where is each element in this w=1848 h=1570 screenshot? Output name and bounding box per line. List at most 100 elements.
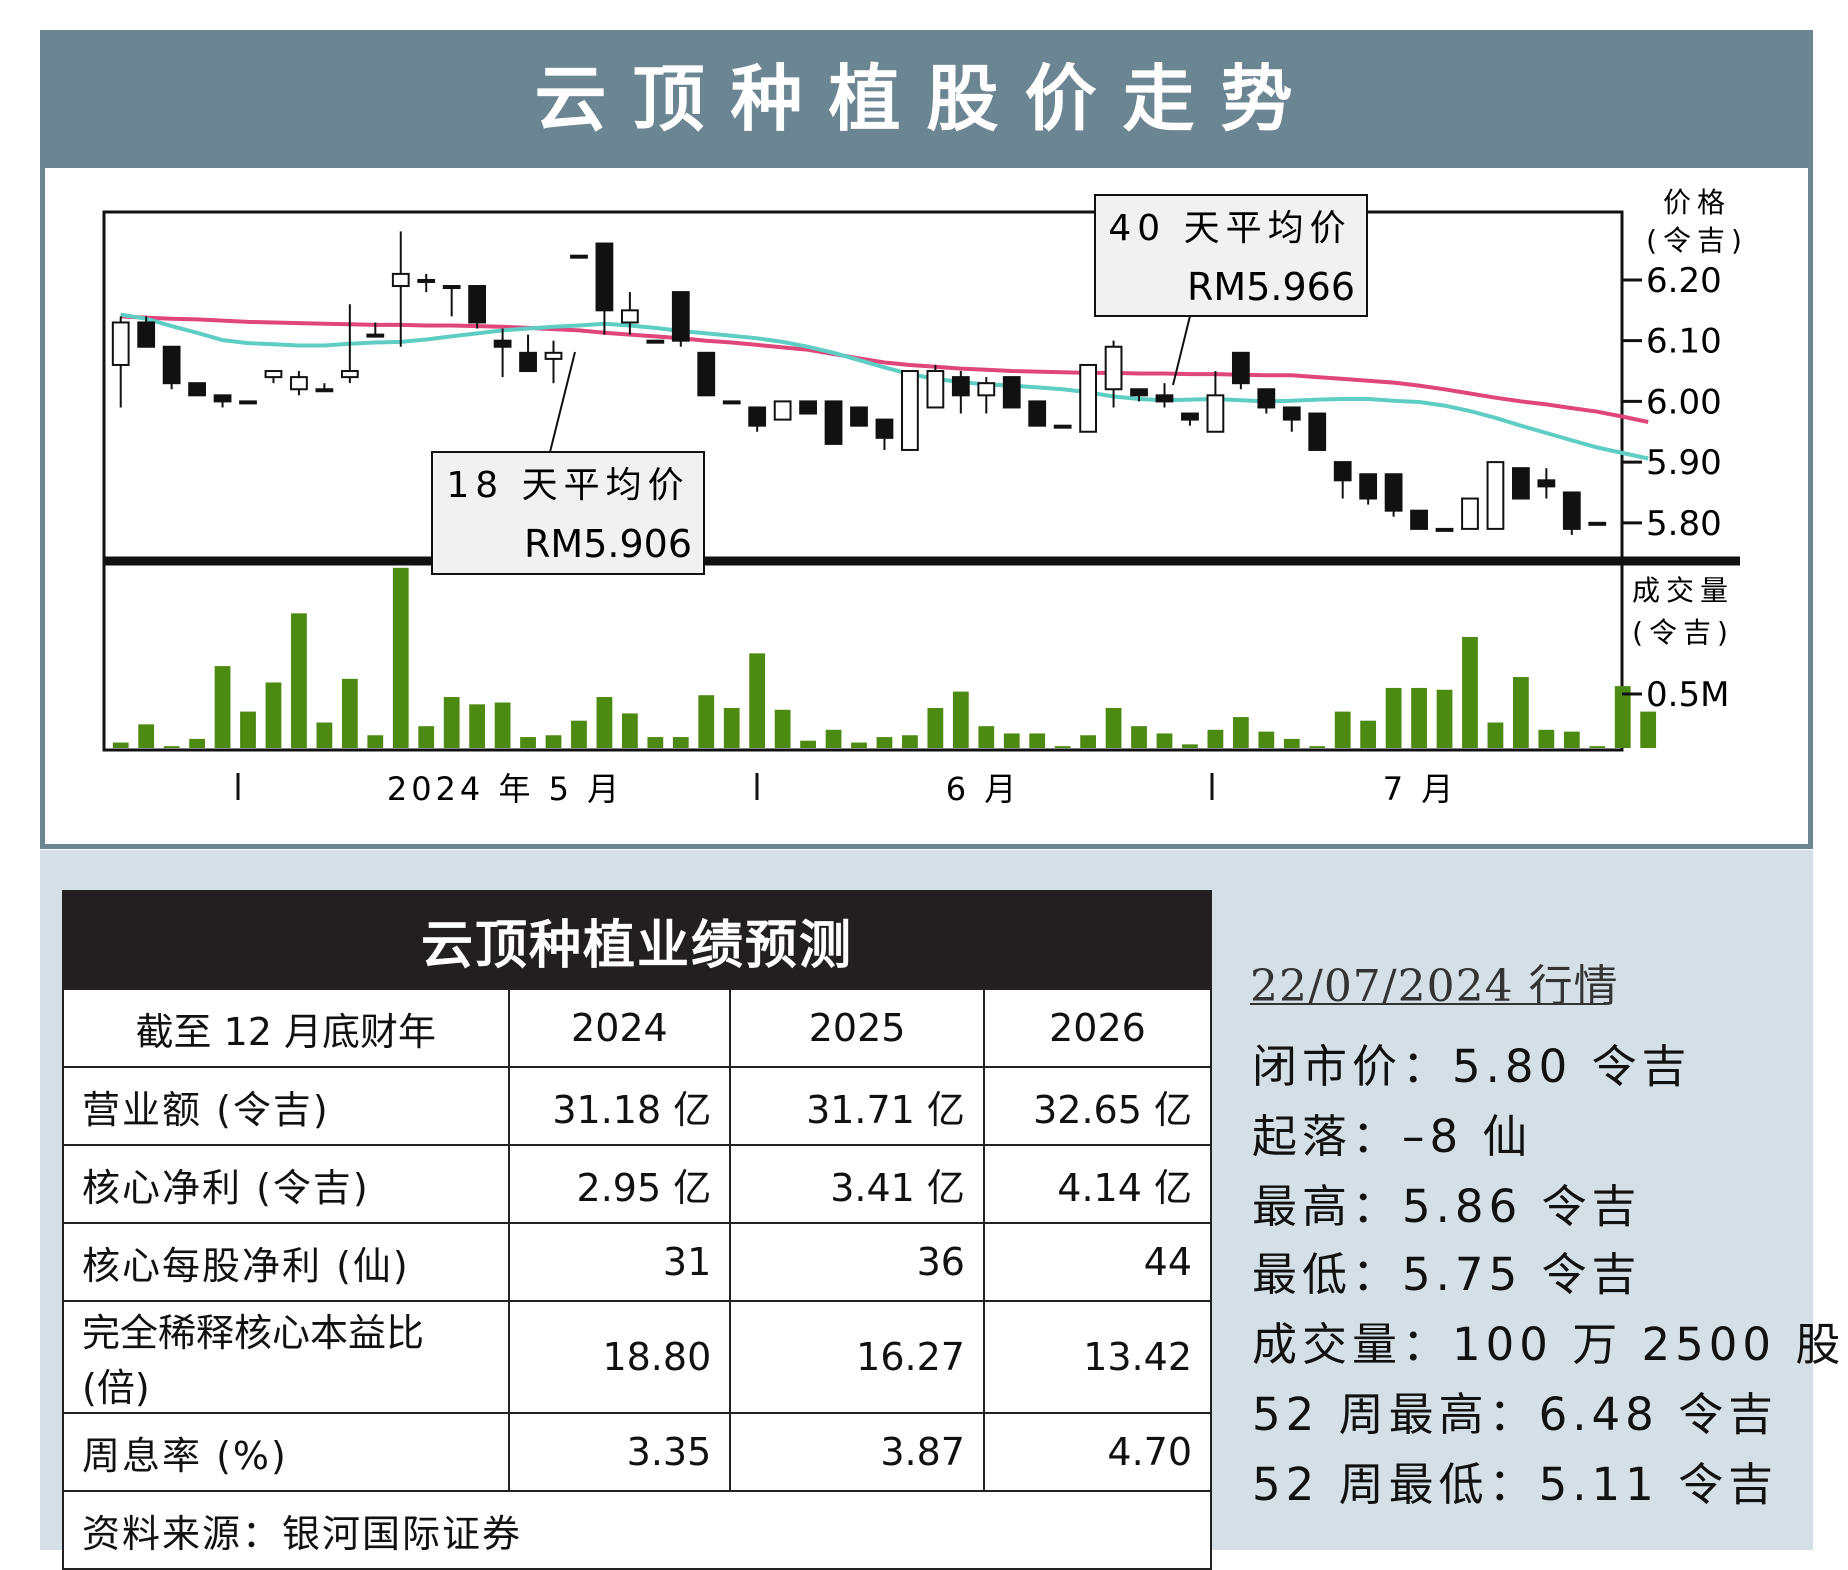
quote-close: 闭市价：5.80 令吉 xyxy=(1252,1040,1692,1093)
volume-bar xyxy=(1614,686,1631,748)
candle-body xyxy=(391,272,410,288)
volume-bar xyxy=(1436,689,1453,748)
volume-bar xyxy=(1411,687,1427,748)
quote-low: 最低：5.75 令吉 xyxy=(1252,1248,1642,1301)
ma40-callout-value: RM5.966 xyxy=(1187,265,1355,309)
candle-body xyxy=(1206,394,1225,433)
volume-bar xyxy=(723,707,740,748)
table-row: 核心每股净利 (仙) 31 36 44 xyxy=(62,1222,1213,1302)
cell: 3.87 xyxy=(729,1412,985,1492)
candle-body xyxy=(1231,351,1250,385)
volume-bar xyxy=(545,735,562,748)
y-axis-label-bottom: (令吉) xyxy=(1646,224,1748,257)
candle-body xyxy=(1333,461,1352,482)
volume-bar xyxy=(520,737,536,748)
candle-body xyxy=(111,321,130,366)
volume-bar xyxy=(851,742,867,748)
row-label: 营业额 (令吉) xyxy=(62,1066,510,1146)
cell: 44 xyxy=(982,1222,1213,1302)
candle-body xyxy=(162,345,181,385)
volume-bar xyxy=(1462,636,1478,748)
volume-bar xyxy=(265,682,282,748)
volume-bar xyxy=(1258,731,1275,748)
table-row: 营业额 (令吉) 31.18 亿 31.71 亿 32.65 亿 xyxy=(62,1066,1213,1146)
candle-body xyxy=(544,351,563,360)
candle-body xyxy=(137,321,156,348)
volume-bar xyxy=(672,737,689,748)
volume-bar xyxy=(1029,733,1046,748)
candle-body xyxy=(1181,412,1199,421)
volume-bar xyxy=(1003,733,1020,748)
table-row: 周息率 (%) 3.35 3.87 4.70 xyxy=(62,1412,1213,1492)
volume-bar xyxy=(825,729,842,748)
candle-body xyxy=(1461,497,1479,530)
volume-bar xyxy=(469,704,486,748)
ma40-callout-box xyxy=(1094,194,1368,317)
volume-bar xyxy=(749,653,766,748)
volume-bar xyxy=(1156,733,1173,748)
x-label-jul: 7 月 xyxy=(1383,770,1458,808)
cell: 32.65 亿 xyxy=(982,1066,1213,1146)
volume-bar xyxy=(596,697,613,748)
ma18-callout-pointer xyxy=(549,351,576,453)
title-bar xyxy=(40,30,1813,168)
candle-body xyxy=(824,400,843,445)
y-tick-label: 5.80 xyxy=(1646,504,1722,544)
candle-body xyxy=(595,242,614,312)
volume-bar xyxy=(1207,729,1224,748)
volume-bar xyxy=(1131,726,1147,748)
cell: 31.18 亿 xyxy=(507,1066,732,1146)
candle-body xyxy=(519,351,537,373)
candle-body xyxy=(1384,473,1403,512)
table-row: 完全稀释核心本益比(倍) 18.80 16.27 13.42 xyxy=(62,1300,1213,1414)
y-tick-label: 6.20 xyxy=(1646,261,1722,301)
volume-bar xyxy=(1054,746,1071,748)
row-label: 周息率 (%) xyxy=(62,1412,510,1492)
volume-bar xyxy=(800,740,816,748)
cell: 2.95 亿 xyxy=(507,1144,732,1224)
y-axis-label-top: 价格 xyxy=(1663,186,1731,219)
volume-bar xyxy=(774,709,791,748)
volume-bar xyxy=(1105,707,1122,748)
ma40-callout-label: 40 天平均价 xyxy=(1108,208,1351,249)
volume-bar xyxy=(876,737,893,748)
volume-bar xyxy=(291,613,307,748)
volume-bar xyxy=(952,691,969,748)
ma18-callout-box xyxy=(431,451,705,575)
y-tick-label: 6.00 xyxy=(1646,382,1722,422)
candle-body xyxy=(748,406,767,427)
candle-body xyxy=(442,285,461,290)
row-label: 核心净利 (令吉) xyxy=(62,1144,510,1224)
candle-body xyxy=(1155,394,1174,403)
header-2024: 2024 xyxy=(507,988,732,1068)
candle-body xyxy=(951,376,970,397)
candle-body xyxy=(1486,461,1505,530)
cell: 31 xyxy=(507,1222,732,1302)
volume-axis-label-bottom: (令吉) xyxy=(1632,616,1734,649)
row-label: 完全稀释核心本益比(倍) xyxy=(62,1300,510,1414)
candle-body xyxy=(1028,400,1047,427)
forecast-title: 云顶种植业绩预测 xyxy=(62,890,1212,990)
candle-body xyxy=(1130,388,1148,397)
candle-body xyxy=(1512,467,1530,500)
y-tick-label: 6.10 xyxy=(1646,322,1722,362)
cell: 3.41 亿 xyxy=(729,1144,985,1224)
candle-body xyxy=(1435,527,1454,532)
header-2025: 2025 xyxy=(729,988,985,1068)
volume-bar xyxy=(341,678,358,748)
candle-body xyxy=(493,339,512,348)
candle-body xyxy=(264,370,283,379)
candle-body xyxy=(875,418,894,439)
quote-52w-low: 52 周最低：5.11 令吉 xyxy=(1252,1458,1779,1511)
candle-body xyxy=(1537,479,1556,488)
candle-body xyxy=(1257,388,1276,409)
candle-body xyxy=(290,376,308,391)
volume-axis-label-top: 成交量 xyxy=(1632,574,1734,607)
volume-bar xyxy=(494,702,511,748)
candle-body xyxy=(1562,491,1581,530)
candle-body xyxy=(417,278,436,283)
quote-volume: 成交量：100 万 2500 股 xyxy=(1252,1318,1846,1371)
volume-bar xyxy=(1334,711,1351,748)
header-fiscal-year: 截至 12 月底财年 xyxy=(62,988,510,1068)
candle-body xyxy=(366,333,385,338)
